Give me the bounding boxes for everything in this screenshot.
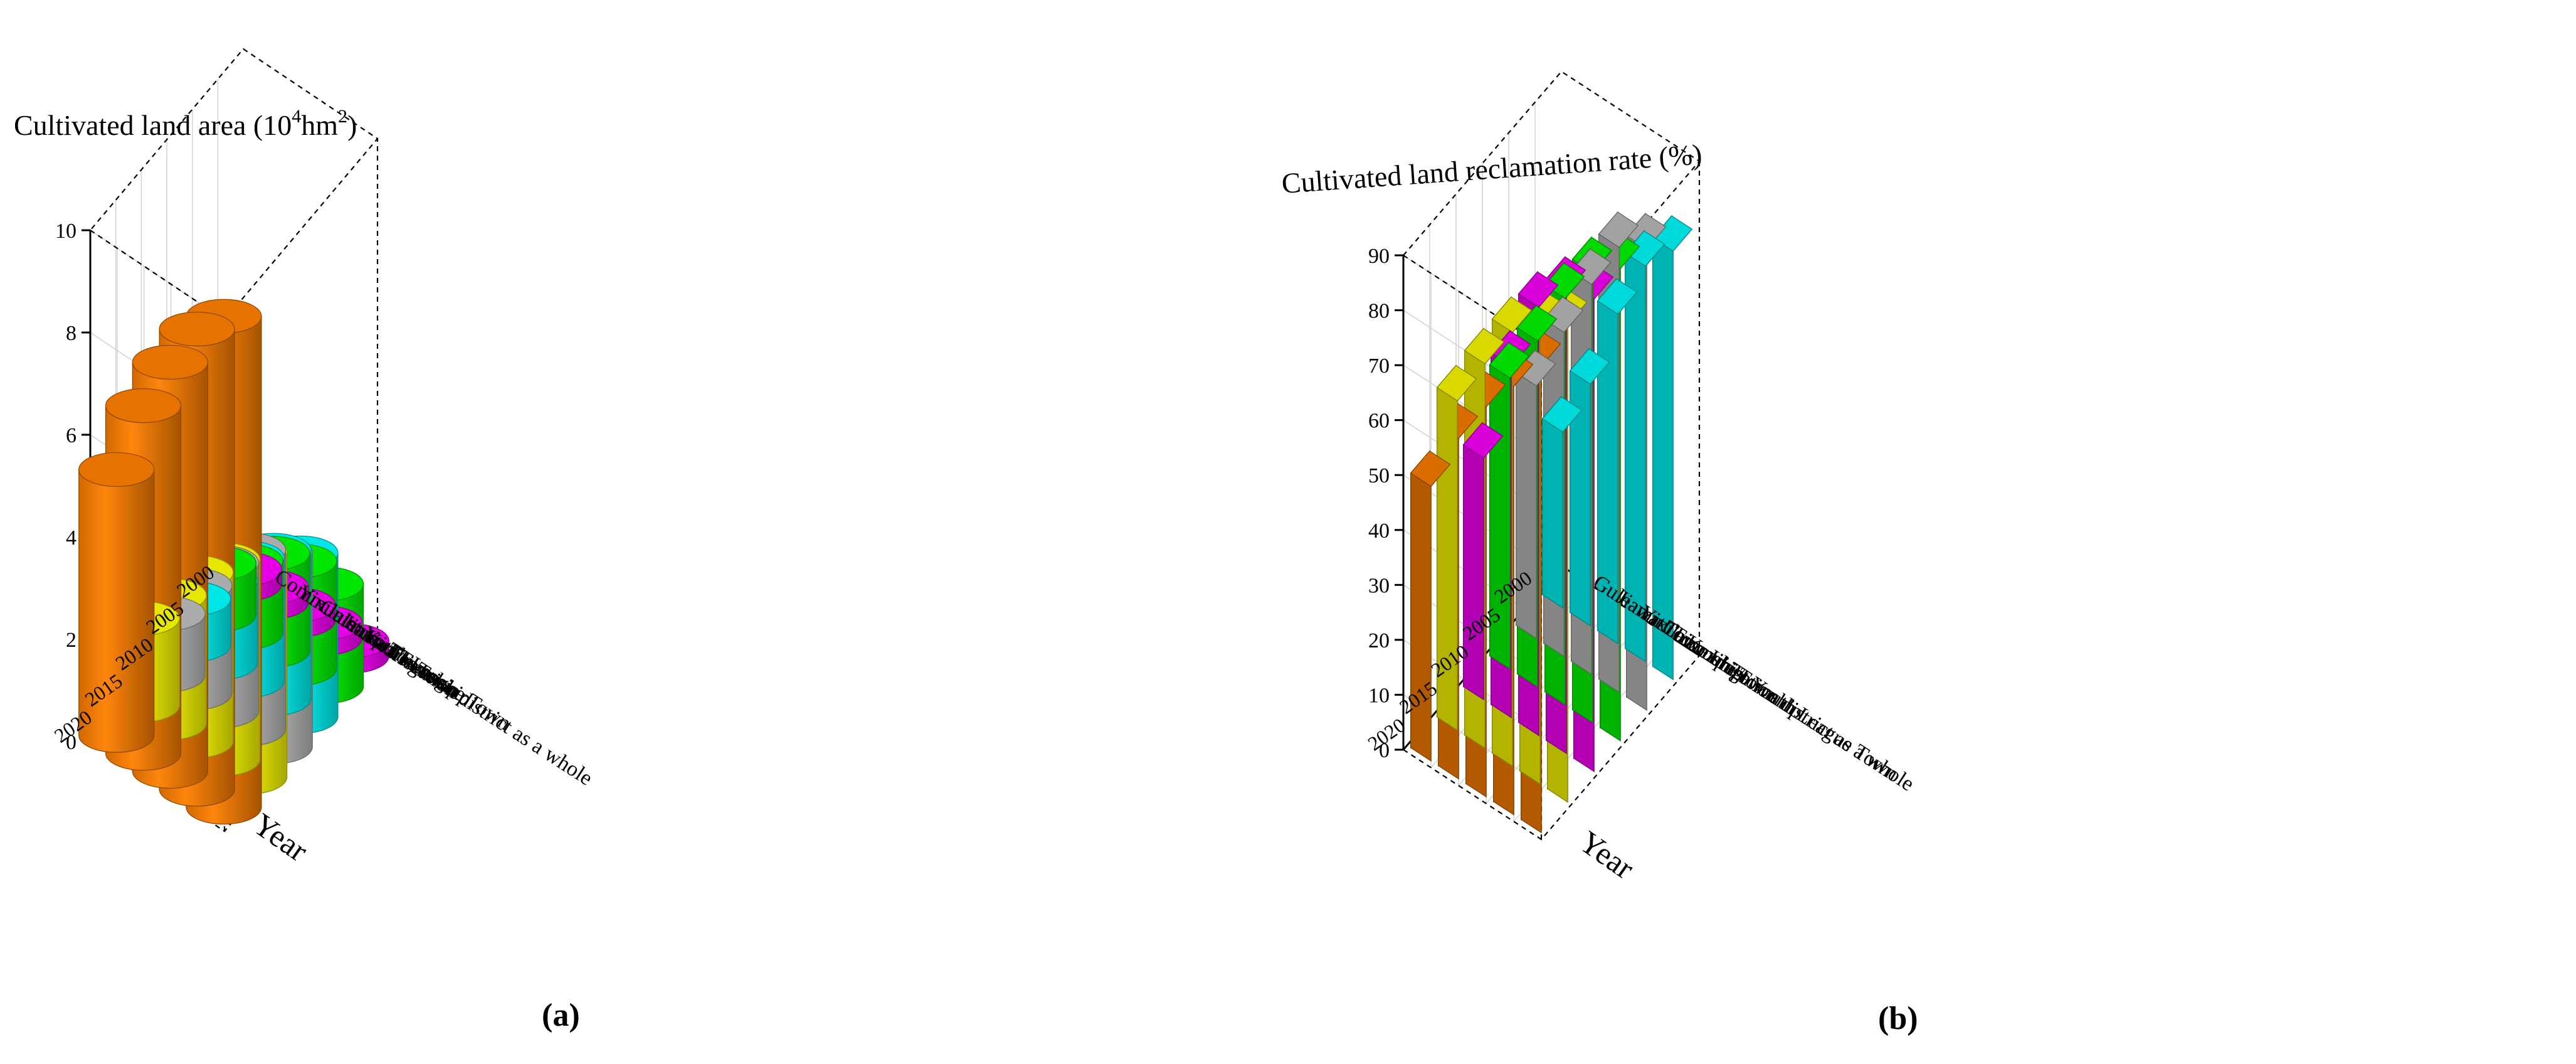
bar-top	[1462, 422, 1504, 459]
bar-top	[132, 344, 208, 380]
bar	[1410, 450, 1451, 762]
bar-body	[78, 469, 155, 753]
bar-face-right	[1542, 418, 1563, 609]
z-tick-label: 70	[1368, 354, 1390, 378]
bar	[1652, 215, 1693, 681]
z-tick-label: 6	[66, 424, 77, 447]
z-tick-label: 30	[1368, 574, 1390, 597]
bar-top	[1516, 305, 1558, 342]
bar-top	[1541, 396, 1583, 433]
bar-top	[1597, 278, 1638, 315]
bar	[1462, 422, 1504, 701]
bar-top	[1598, 211, 1639, 248]
z-tick-label: 0	[66, 731, 77, 754]
z-tick-label: 2	[66, 629, 77, 652]
chart-b-panel-label: (b)	[1878, 1001, 1918, 1036]
chart-b-bars	[1410, 211, 1693, 834]
chart-a-z-axis-title-exponent: 4	[292, 106, 301, 127]
bar-top	[1544, 262, 1585, 299]
z-tick-label: 0	[1379, 739, 1390, 762]
bar-top	[1569, 348, 1610, 385]
bar	[1569, 348, 1610, 627]
frame-floor	[1403, 655, 1700, 841]
bar-top	[1410, 450, 1451, 487]
frame-floor	[90, 649, 378, 833]
bar-face-right	[1410, 472, 1432, 762]
bar-top	[1624, 230, 1665, 267]
z-tick-label: 80	[1368, 300, 1390, 323]
z-tick-label: 40	[1368, 519, 1390, 543]
chart-a-z-axis-title: Cultivated land area (104hm2)	[14, 106, 357, 141]
z-tick-label: 10	[1368, 684, 1390, 707]
z-tick-label: 50	[1368, 464, 1390, 487]
bar-top	[1518, 271, 1559, 308]
chart-a-bars	[78, 299, 389, 825]
bar-top	[159, 311, 235, 347]
bar-top	[105, 388, 182, 423]
bar	[78, 452, 155, 753]
bar	[1624, 230, 1665, 662]
z-tick-label: 90	[1368, 245, 1390, 268]
bar-top	[1491, 296, 1533, 333]
bar	[1436, 364, 1477, 732]
z-tick-label: 10	[55, 220, 77, 243]
chart-a-z-axis-title-exponent: 2	[338, 106, 347, 127]
bar-top	[1652, 215, 1693, 252]
z-tick-label: 20	[1368, 629, 1390, 652]
bar-top	[78, 452, 155, 487]
bar-top	[1464, 327, 1505, 364]
z-tick-label: 60	[1368, 410, 1390, 433]
chart-a-panel-label: (a)	[542, 998, 580, 1033]
z-tick-label: 4	[66, 526, 77, 550]
bar	[1515, 349, 1556, 639]
bar-top	[1489, 342, 1530, 379]
bar	[1597, 277, 1638, 645]
category-tick	[1687, 647, 1692, 651]
bar-face-right	[1516, 371, 1537, 639]
bar	[1541, 395, 1583, 609]
bar-top	[1515, 349, 1556, 386]
bar-top	[1436, 364, 1477, 402]
z-tick-label: 8	[66, 322, 77, 345]
